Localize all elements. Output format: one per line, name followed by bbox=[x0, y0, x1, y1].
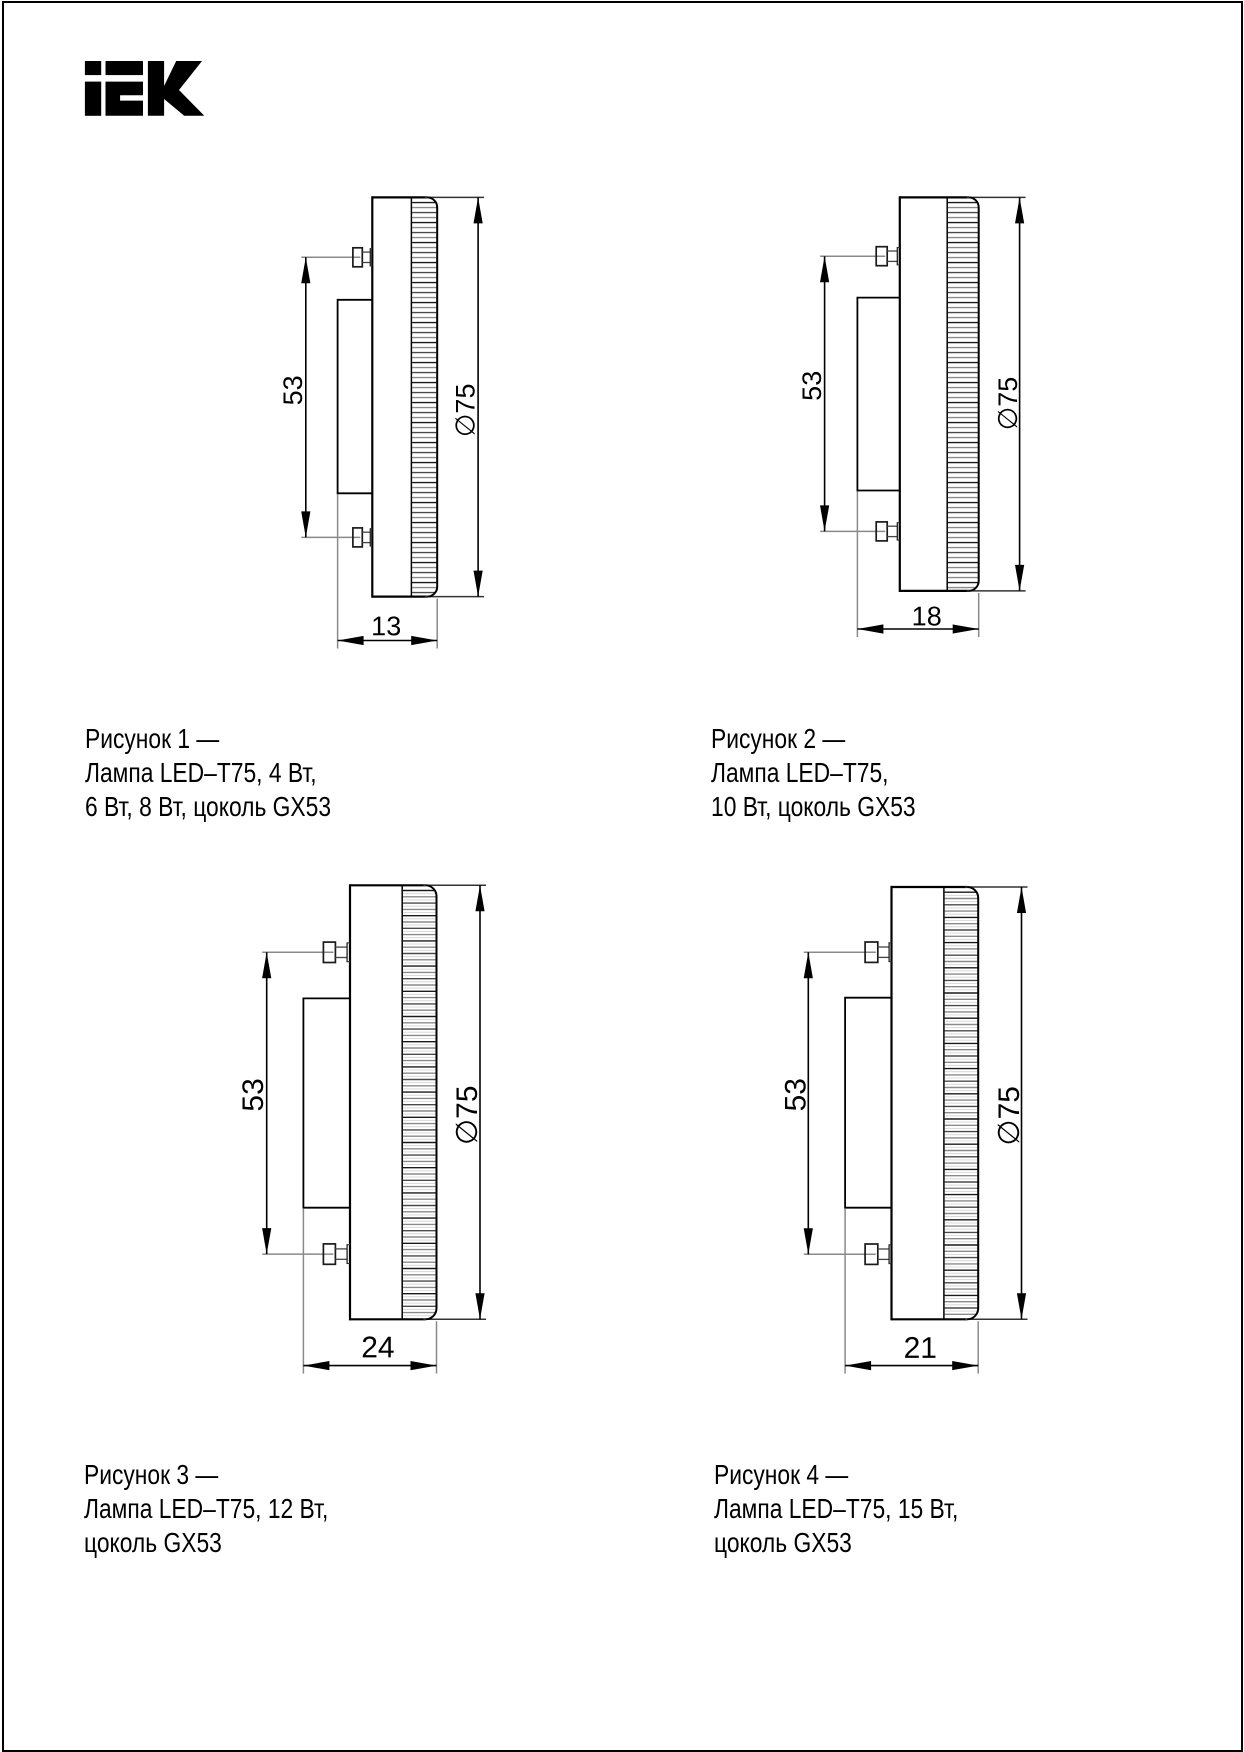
svg-text:53: 53 bbox=[278, 375, 308, 405]
svg-text:∅75: ∅75 bbox=[993, 1086, 1026, 1146]
svg-text:18: 18 bbox=[912, 601, 942, 631]
svg-text:53: 53 bbox=[237, 1078, 270, 1111]
svg-text:24: 24 bbox=[361, 1331, 394, 1364]
svg-text:13: 13 bbox=[371, 611, 401, 641]
svg-text:53: 53 bbox=[780, 1078, 813, 1111]
svg-text:21: 21 bbox=[904, 1332, 937, 1365]
svg-text:53: 53 bbox=[797, 371, 827, 401]
svg-text:∅75: ∅75 bbox=[450, 384, 480, 438]
svg-text:∅75: ∅75 bbox=[451, 1085, 484, 1145]
svg-text:∅75: ∅75 bbox=[993, 377, 1023, 431]
